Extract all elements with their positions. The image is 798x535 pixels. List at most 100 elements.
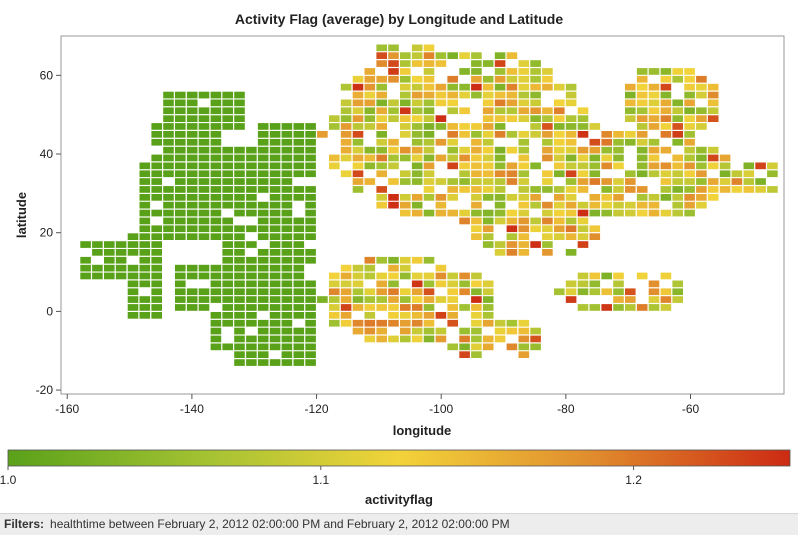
heatmap-cell xyxy=(222,194,233,201)
heatmap-cell xyxy=(506,99,518,107)
heatmap-cell xyxy=(400,288,411,296)
heatmap-cell xyxy=(423,280,435,288)
heatmap-cell xyxy=(305,233,316,240)
heatmap-cell xyxy=(494,115,506,122)
heatmap-cell xyxy=(423,131,435,138)
heatmap-cell xyxy=(672,186,683,193)
heatmap-cell xyxy=(589,123,601,130)
heatmap-cell xyxy=(660,83,672,91)
heatmap-cell xyxy=(210,233,222,240)
heatmap-cell xyxy=(186,209,198,217)
heatmap-cell xyxy=(234,264,245,272)
heatmap-cell xyxy=(613,209,624,217)
heatmap-cell xyxy=(565,131,577,138)
heatmap-cell xyxy=(388,75,399,83)
heatmap-cell xyxy=(163,138,174,146)
y-axis-label: latitude xyxy=(14,192,29,238)
heatmap-cell xyxy=(625,170,636,178)
heatmap-cell xyxy=(636,115,648,122)
heatmap-cell xyxy=(447,178,458,185)
heatmap-cell xyxy=(186,233,198,240)
heatmap-cell xyxy=(293,233,305,240)
heatmap-cell xyxy=(246,225,257,233)
heatmap-cell xyxy=(577,225,589,233)
heatmap-cell xyxy=(447,312,458,319)
heatmap-cell xyxy=(447,343,458,351)
heatmap-cell xyxy=(482,170,494,178)
heatmap-cell xyxy=(352,186,364,193)
heatmap-cell xyxy=(707,146,719,154)
heatmap-cell xyxy=(707,154,719,162)
colorbar-title: activityflag xyxy=(365,492,433,507)
heatmap-cell xyxy=(435,201,447,209)
heatmap-cell xyxy=(589,280,601,288)
heatmap-cell xyxy=(257,170,269,178)
heatmap-cell xyxy=(340,272,352,280)
heatmap-cell xyxy=(719,154,731,162)
heatmap-cell xyxy=(210,343,222,351)
heatmap-cell xyxy=(329,162,340,170)
heatmap-cell xyxy=(554,83,565,91)
heatmap-cell xyxy=(352,327,364,335)
heatmap-cell xyxy=(210,201,222,209)
heatmap-cell xyxy=(352,304,364,311)
heatmap-cell xyxy=(506,233,518,240)
heatmap-cell xyxy=(696,91,707,99)
heatmap-cell xyxy=(127,296,139,303)
heatmap-cell xyxy=(411,123,423,130)
heatmap-cell xyxy=(293,359,305,366)
heatmap-cell xyxy=(388,201,399,209)
heatmap-cell xyxy=(530,68,541,75)
heatmap-cell xyxy=(92,249,103,256)
heatmap-cell xyxy=(589,272,601,280)
heatmap-cell xyxy=(482,296,494,303)
heatmap-cell xyxy=(364,162,376,170)
heatmap-cell xyxy=(210,319,222,327)
heatmap-cell xyxy=(471,83,482,91)
heatmap-cell xyxy=(281,288,293,296)
heatmap-cell xyxy=(506,343,518,351)
heatmap-cell xyxy=(459,304,470,311)
y-axis: -20 0 20 40 60 xyxy=(36,68,61,397)
heatmap-cell xyxy=(305,201,316,209)
heatmap-cell xyxy=(317,296,328,303)
heatmap-cell xyxy=(163,201,174,209)
x-axis: -160 -140 -120 -100 -80 -60 xyxy=(55,394,700,416)
heatmap-cell xyxy=(376,146,387,154)
heatmap-cell xyxy=(648,138,660,146)
heatmap-cell xyxy=(234,194,245,201)
heatmap-cell xyxy=(198,170,210,178)
heatmap-cell xyxy=(352,154,364,162)
heatmap-cell xyxy=(707,107,719,115)
heatmap-cell xyxy=(542,146,553,154)
heatmap-cell xyxy=(400,91,411,99)
heatmap-cell xyxy=(518,60,530,67)
heatmap-cell xyxy=(376,288,387,296)
heatmap-cell xyxy=(269,170,281,178)
heatmap-cell xyxy=(471,131,482,138)
heatmap-cell xyxy=(494,52,506,59)
heatmap-cell xyxy=(636,99,648,107)
heatmap-cell xyxy=(613,154,624,162)
heatmap-cell xyxy=(684,154,695,162)
heatmap-cell xyxy=(565,178,577,185)
heatmap-cell xyxy=(234,335,245,343)
heatmap-cell xyxy=(423,209,435,217)
heatmap-cell xyxy=(80,264,91,272)
heatmap-cell xyxy=(400,327,411,335)
heatmap-cell xyxy=(411,52,423,59)
heatmap-cell xyxy=(246,154,257,162)
heatmap-cell xyxy=(305,335,316,343)
heatmap-cell xyxy=(234,351,245,358)
heatmap-cell xyxy=(471,162,482,170)
heatmap-cell xyxy=(530,75,541,83)
heatmap-cell xyxy=(340,115,352,122)
heatmap-cell xyxy=(518,68,530,75)
heatmap-cell xyxy=(388,280,399,288)
heatmap-cell xyxy=(186,170,198,178)
heatmap-cell xyxy=(423,335,435,343)
heatmap-cell xyxy=(163,209,174,217)
heatmap-cell xyxy=(471,304,482,311)
heatmap-cell xyxy=(400,272,411,280)
heatmap-cell xyxy=(435,335,447,343)
